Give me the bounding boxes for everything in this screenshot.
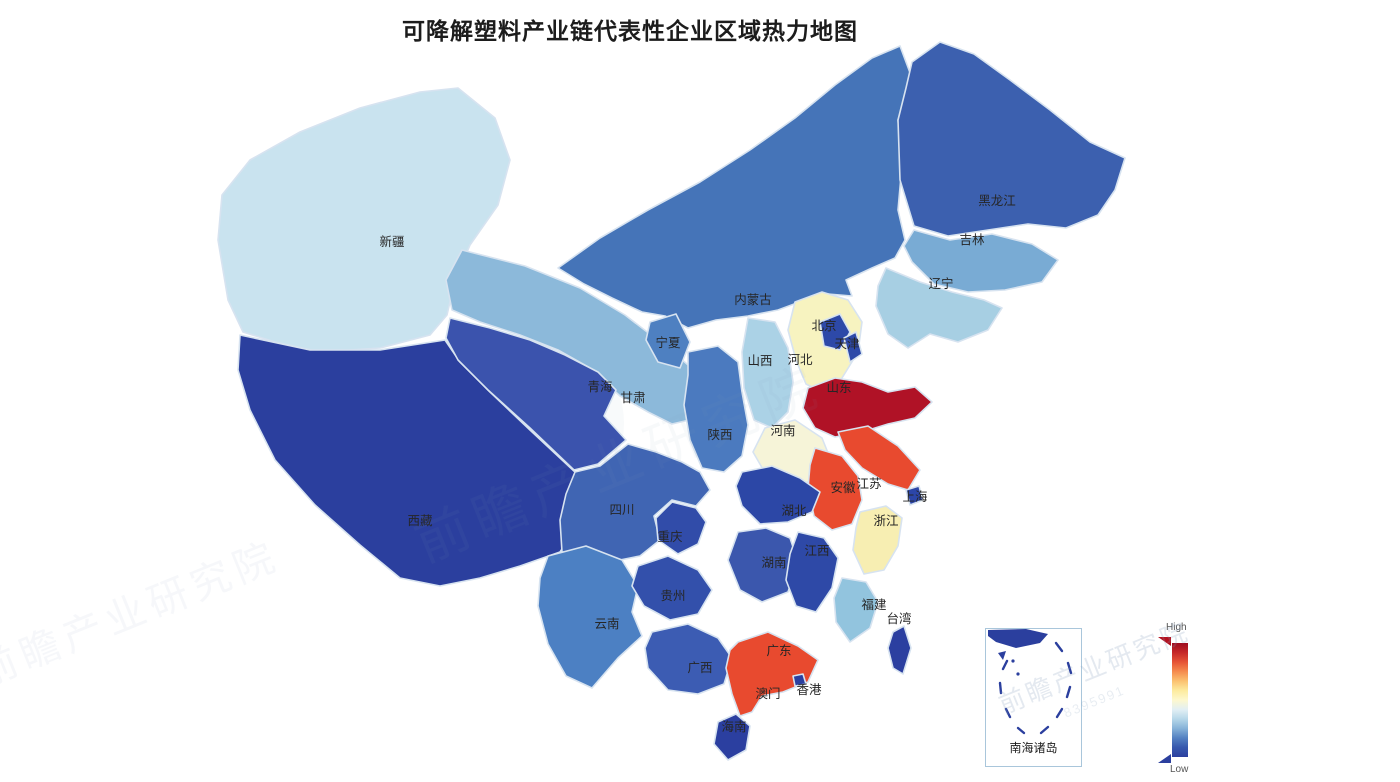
- label-jiangxi: 江西: [804, 543, 830, 558]
- region-chongqing[interactable]: [655, 501, 707, 555]
- region-taiwan[interactable]: [887, 625, 912, 675]
- label-anhui: 安徽: [830, 480, 856, 495]
- region-liaoning[interactable]: [875, 267, 1003, 349]
- region-sichuan[interactable]: [559, 443, 711, 563]
- label-shanghai: 上海: [902, 489, 928, 504]
- south-china-sea-inset: 南海诸岛: [985, 628, 1082, 767]
- label-hebei: 河北: [787, 352, 813, 367]
- label-guizhou: 贵州: [660, 588, 686, 603]
- region-hainan[interactable]: [713, 713, 751, 761]
- region-zhejiang[interactable]: [852, 505, 903, 575]
- label-hunan: 湖南: [761, 555, 787, 570]
- region-tianjin[interactable]: [843, 331, 863, 363]
- label-chongqing: 重庆: [657, 529, 683, 544]
- region-guizhou[interactable]: [631, 555, 713, 621]
- region-jilin[interactable]: [903, 229, 1059, 293]
- label-hainan: 海南: [721, 719, 747, 734]
- inset-label: 南海诸岛: [1009, 741, 1058, 755]
- region-neimenggu[interactable]: [557, 45, 913, 329]
- label-tianjin: 天津: [834, 336, 860, 351]
- label-zhejiang: 浙江: [873, 513, 899, 528]
- label-jilin: 吉林: [959, 232, 985, 247]
- legend-low-arrow-icon: [1158, 754, 1171, 763]
- label-jiangsu: 江苏: [856, 476, 882, 491]
- legend-high-label: High: [1166, 622, 1187, 633]
- color-legend: High Low: [1150, 618, 1240, 780]
- nine-dash-line: [998, 641, 1073, 735]
- label-shaanxi: 陕西: [707, 427, 733, 442]
- inset-map: [988, 629, 1073, 735]
- region-shandong[interactable]: [802, 377, 933, 438]
- legend-gradient-bar: [1172, 643, 1188, 757]
- region-hunan[interactable]: [727, 527, 799, 603]
- region-shanxi[interactable]: [741, 317, 794, 429]
- region-anhui[interactable]: [807, 447, 863, 531]
- page-title: 可降解塑料产业链代表性企业区域热力地图: [402, 18, 858, 44]
- label-shandong: 山东: [826, 380, 852, 395]
- label-liaoning: 辽宁: [928, 276, 954, 291]
- region-gansu[interactable]: [445, 249, 713, 425]
- label-hubei: 湖北: [781, 503, 807, 518]
- region-shaanxi[interactable]: [683, 345, 749, 473]
- label-guangxi: 广西: [687, 660, 713, 675]
- inset-island: [998, 651, 1006, 660]
- region-hongkong[interactable]: [792, 673, 807, 687]
- label-neimenggu: 内蒙古: [734, 292, 772, 307]
- inset-islet-dot: [1011, 659, 1015, 663]
- region-fujian[interactable]: [833, 577, 879, 643]
- region-jiangxi[interactable]: [785, 531, 839, 613]
- region-yunnan[interactable]: [537, 545, 643, 689]
- inset-coast: [988, 629, 1048, 648]
- inset-islet-dot: [1016, 672, 1020, 676]
- legend-high-arrow-icon: [1158, 637, 1171, 646]
- label-sichuan: 四川: [609, 502, 635, 517]
- label-xinjiang: 新疆: [379, 234, 405, 249]
- label-guangdong: 广东: [766, 643, 792, 658]
- region-xizang[interactable]: [237, 334, 586, 587]
- label-hongkong: 香港: [796, 682, 822, 697]
- region-ningxia[interactable]: [645, 313, 691, 369]
- region-shanghai[interactable]: [905, 485, 924, 506]
- legend-low-label: Low: [1170, 764, 1189, 775]
- label-taiwan: 台湾: [886, 611, 912, 626]
- label-beijing: 北京: [811, 318, 837, 333]
- label-ningxia: 宁夏: [655, 335, 681, 350]
- label-henan: 河南: [770, 423, 796, 438]
- label-heilongjiang: 黑龙江: [978, 193, 1016, 208]
- region-qinghai[interactable]: [445, 317, 627, 471]
- label-fujian: 福建: [861, 597, 887, 612]
- label-yunnan: 云南: [594, 616, 620, 631]
- region-heilongjiang[interactable]: [897, 41, 1126, 237]
- label-qinghai: 青海: [587, 379, 613, 394]
- label-gansu: 甘肃: [620, 390, 646, 405]
- region-guangxi[interactable]: [644, 623, 733, 695]
- label-macau: 澳门: [755, 686, 781, 701]
- region-guangdong[interactable]: [725, 631, 819, 717]
- region-hubei[interactable]: [735, 465, 821, 525]
- label-xizang: 西藏: [407, 513, 433, 528]
- label-shanxi: 山西: [747, 353, 773, 368]
